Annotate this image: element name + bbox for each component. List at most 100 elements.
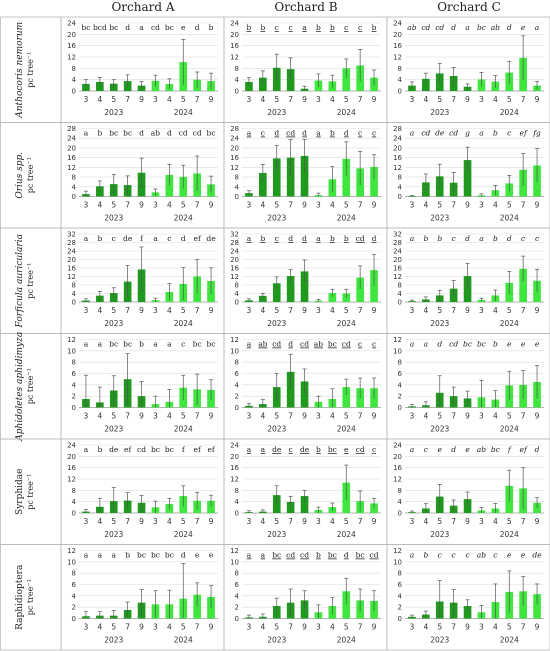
significance-letter: a — [167, 340, 172, 349]
y-tick-label: 0 — [235, 510, 239, 518]
significance-letter: c — [424, 445, 429, 454]
panel-orchard-c: 0 2 4 6 8 10 12 a 3 b 4 c 5 c 7 c 9 ab 3 c 4 e 5 e 7 de 9 2023 2024 — [386, 544, 550, 651]
x-tick-label: 3 — [153, 623, 158, 632]
significance-letter: b — [493, 340, 498, 349]
y-tick-label: 12 — [393, 164, 402, 172]
y-tick-label: 6 — [72, 370, 77, 378]
significance-letter: c — [358, 340, 362, 349]
y-tick-label: 12 — [67, 164, 76, 172]
significance-letter: bc — [463, 340, 473, 349]
y-tick-label: 8 — [398, 359, 402, 367]
y-tick-label: 20 — [67, 144, 76, 152]
bar — [342, 591, 351, 619]
x-tick-label: 3 — [84, 95, 89, 104]
x-tick-label: 3 — [153, 201, 158, 210]
x-tick-label: 7 — [358, 623, 363, 632]
significance-letter: e — [465, 445, 470, 454]
y-tick-label: 12 — [230, 273, 239, 281]
x-tick-label: 5 — [344, 623, 349, 632]
x-tick-label: 9 — [372, 306, 377, 315]
x-tick-label: 3 — [410, 306, 415, 315]
x-tick-label: 9 — [465, 95, 470, 104]
y-tick-label: 16 — [393, 464, 402, 472]
significance-letter: d — [274, 129, 279, 138]
significance-letter: ab — [477, 445, 486, 454]
significance-letter: bc — [165, 445, 174, 454]
y-tick-label: 12 — [393, 336, 402, 344]
y-tick-label: 28 — [67, 125, 76, 133]
x-tick-label: 9 — [139, 95, 144, 104]
significance-letter: b — [97, 234, 102, 243]
x-tick-label: 4 — [167, 517, 172, 526]
significance-letter: d — [288, 340, 293, 349]
x-tick-label: 9 — [209, 306, 214, 315]
x-tick-label: 4 — [167, 306, 172, 315]
y-tick-label: 12 — [67, 336, 76, 344]
x-tick-label: 7 — [358, 517, 363, 526]
year-label-2023: 2023 — [104, 530, 123, 539]
y-tick-label: 12 — [67, 547, 76, 555]
x-tick-label: 3 — [316, 201, 321, 210]
significance-letter: a — [316, 129, 321, 138]
x-tick-label: 5 — [111, 201, 116, 210]
y-tick-label: 10 — [230, 558, 239, 566]
significance-letter: a — [410, 551, 414, 560]
x-tick-label: 5 — [507, 306, 512, 315]
x-tick-label: 3 — [479, 412, 484, 421]
significance-letter: d — [465, 234, 470, 243]
x-tick-label: 5 — [274, 306, 279, 315]
y-axis-unit-label: pc tree⁻¹ — [26, 474, 35, 510]
panel-orchard-b: 0 2 4 6 8 10 12 a 3 ab 4 cd 5 d 7 cd 9 ab 3 bc 4 cd 5 c 7 c 9 2023 2… — [223, 333, 388, 440]
significance-letter: c — [289, 23, 293, 32]
x-tick-label: 5 — [344, 306, 349, 315]
significance-letter: c — [112, 234, 116, 243]
significance-letter: ab — [491, 23, 500, 32]
year-label-2023: 2023 — [267, 319, 286, 328]
year-label-2023: 2023 — [430, 319, 449, 328]
significance-letter: a — [247, 129, 252, 138]
x-tick-label: 9 — [372, 517, 377, 526]
y-tick-label: 12 — [230, 164, 239, 172]
y-tick-label: 20 — [393, 31, 402, 39]
x-tick-label: 3 — [84, 623, 89, 632]
significance-letter: c — [452, 234, 457, 243]
x-tick-label: 4 — [330, 412, 335, 421]
x-tick-label: 4 — [167, 95, 172, 104]
x-tick-label: 4 — [423, 517, 428, 526]
bar — [463, 276, 472, 302]
x-tick-label: 7 — [521, 201, 526, 210]
x-tick-label: 4 — [97, 623, 102, 632]
x-tick-label: 4 — [330, 517, 335, 526]
x-tick-label: 4 — [97, 201, 102, 210]
x-tick-label: 5 — [181, 623, 186, 632]
x-tick-label: 3 — [410, 412, 415, 421]
x-tick-label: 5 — [181, 201, 186, 210]
x-tick-label: 5 — [437, 412, 442, 421]
y-tick-label: 4 — [72, 76, 77, 84]
significance-letter: bc — [491, 445, 501, 454]
x-tick-label: 4 — [260, 201, 265, 210]
y-tick-label: 28 — [67, 239, 76, 247]
significance-letter: cd — [193, 129, 202, 138]
significance-letter: c — [344, 23, 348, 32]
y-tick-label: 10 — [393, 558, 402, 566]
x-tick-label: 5 — [344, 412, 349, 421]
panel-border — [60, 333, 225, 440]
significance-letter: cd — [370, 551, 379, 560]
x-tick-label: 9 — [302, 412, 307, 421]
significance-letter: b — [260, 234, 265, 243]
x-tick-label: 9 — [465, 306, 470, 315]
significance-letter: a — [84, 129, 89, 138]
y-tick-label: 2 — [72, 393, 76, 401]
x-tick-label: 4 — [260, 95, 265, 104]
y-tick-label: 28 — [393, 125, 402, 133]
x-tick-label: 7 — [521, 517, 526, 526]
significance-letter: a — [261, 551, 266, 560]
year-label-2024: 2024 — [500, 425, 519, 434]
panel-orchard-a: 0 2 4 6 8 10 12 a 3 a 4 bc 5 bc 7 b 9 a 3 a 4 c 5 bc 7 bc 9 2023 202… — [60, 333, 225, 440]
y-tick-label: 10 — [67, 558, 76, 566]
y-tick-label: 4 — [398, 381, 403, 389]
year-label-2024: 2024 — [174, 319, 193, 328]
y-tick-label: 12 — [230, 336, 239, 344]
y-tick-label: 12 — [393, 547, 402, 555]
